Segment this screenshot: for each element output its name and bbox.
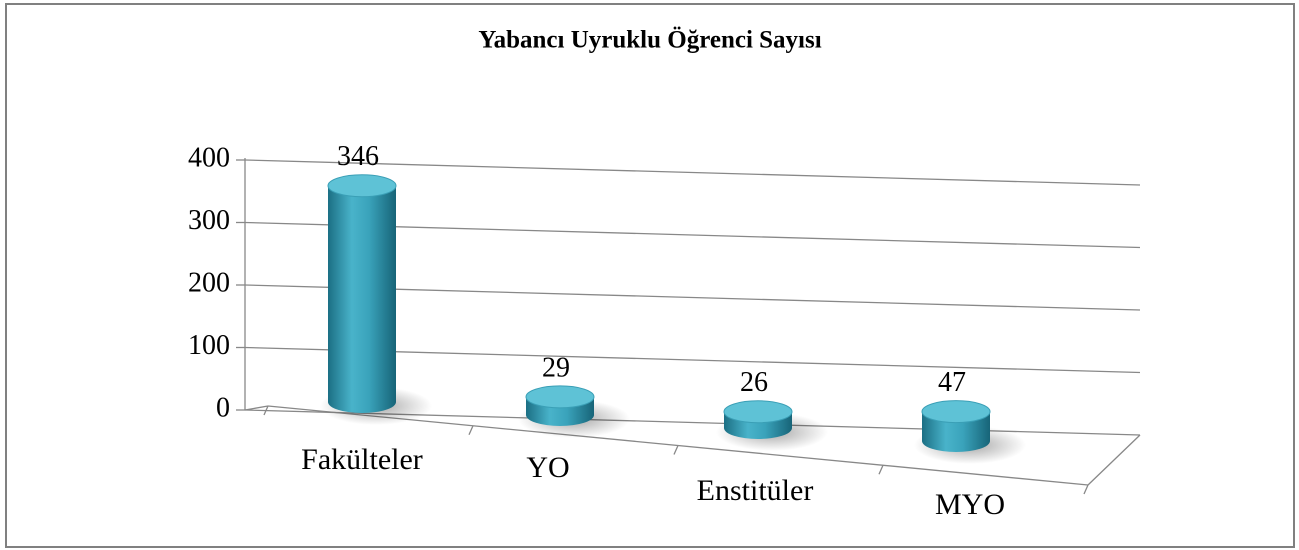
x-tick	[1083, 484, 1089, 495]
bar	[518, 385, 630, 438]
bar-top	[327, 174, 397, 198]
bar-top	[723, 400, 793, 424]
grid-line	[244, 159, 1141, 186]
data-label: 29	[542, 352, 570, 383]
x-tick-label: Fakülteler	[301, 443, 423, 476]
bar-top	[525, 385, 595, 409]
data-label: 346	[337, 141, 379, 172]
data-label: 47	[938, 367, 966, 398]
chart-title: Yabancı Uyruklu Öğrenci Sayısı	[478, 27, 821, 54]
x-tick	[878, 464, 884, 475]
x-tick-label: Enstitüler	[697, 474, 814, 507]
bar	[716, 400, 828, 451]
y-tick-label: 100	[188, 330, 230, 361]
x-tick	[263, 405, 269, 416]
x-tick	[468, 425, 474, 436]
chart-border	[5, 3, 1295, 548]
bar-body	[922, 411, 990, 452]
y-tick-label: 400	[188, 142, 230, 173]
y-tick-label: 0	[216, 392, 230, 423]
x-tick-label: MYO	[935, 488, 1005, 521]
x-tick-label: YO	[526, 451, 569, 484]
y-tick-label: 200	[188, 267, 230, 298]
bar-body	[328, 185, 396, 413]
bar-top	[921, 400, 991, 424]
bar	[914, 400, 1026, 464]
y-tick-label: 300	[188, 205, 230, 236]
bar	[320, 174, 432, 425]
data-label: 26	[740, 367, 768, 398]
x-tick	[673, 445, 679, 455]
